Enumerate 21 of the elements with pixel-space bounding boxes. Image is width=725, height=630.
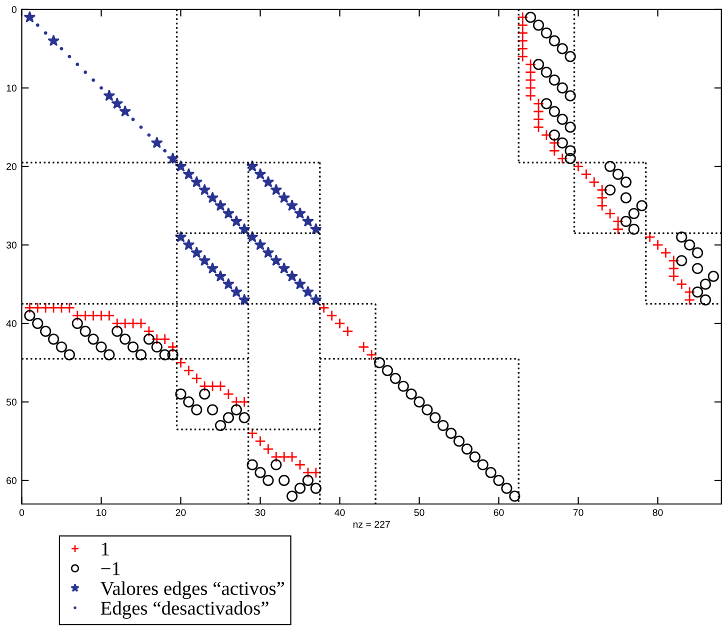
- x-tick-label: 10: [96, 509, 106, 516]
- legend-label: −1: [101, 562, 120, 576]
- x-tick-label: 20: [176, 509, 186, 516]
- x-tick-label: 60: [494, 509, 504, 516]
- x-tick-label: 50: [414, 509, 424, 516]
- y-tick-label: 60: [6, 477, 17, 484]
- legend-label: 1: [102, 542, 109, 556]
- x-axis-title: nz = 227: [353, 520, 390, 528]
- y-tick-label: 20: [6, 163, 17, 170]
- y-tick-label: 0: [12, 6, 17, 14]
- y-tick-label: 10: [6, 84, 17, 92]
- x-tick-label: 40: [334, 509, 345, 516]
- legend-label: Valores edges “activos”: [100, 581, 284, 600]
- x-tick-label: 0: [19, 509, 24, 516]
- x-tick-label: 70: [573, 509, 584, 516]
- y-tick-label: 30: [6, 242, 17, 249]
- x-tick-label: 80: [652, 509, 663, 516]
- legend-label: Edges “desactivados”: [100, 601, 268, 619]
- x-tick-label: 30: [255, 509, 266, 516]
- y-tick-label: 50: [6, 398, 17, 406]
- y-tick-label: 40: [6, 320, 17, 328]
